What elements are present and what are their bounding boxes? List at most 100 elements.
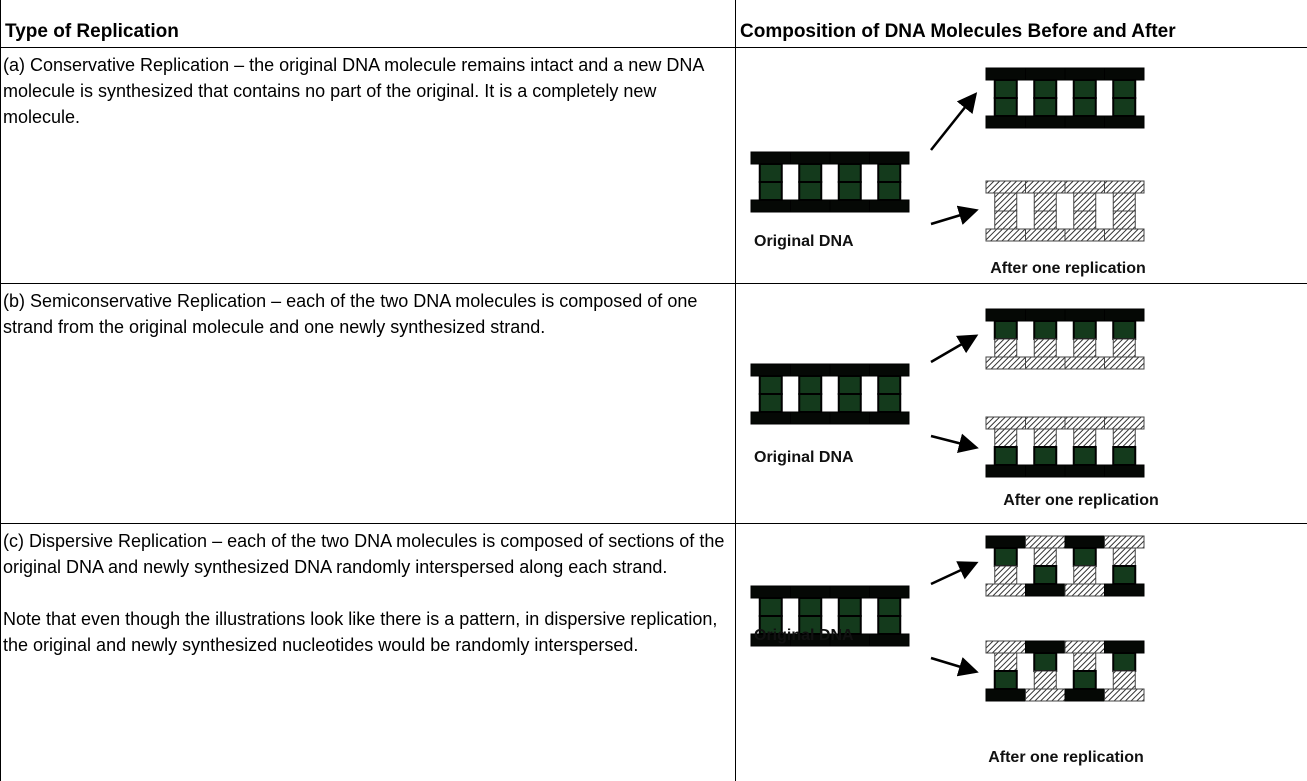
strand-segment (1026, 116, 1066, 128)
rung-half (995, 653, 1017, 671)
strand-segment (1105, 641, 1145, 653)
strand-segment (986, 465, 1026, 477)
rung-half (1074, 211, 1096, 229)
strand-segment (1105, 309, 1145, 321)
strand-segment (791, 412, 831, 424)
arrow (931, 211, 974, 224)
rung-half (839, 376, 861, 394)
rung-half (1074, 447, 1096, 465)
rung-half (1074, 566, 1096, 584)
rung-half (1113, 653, 1135, 671)
description-cell: (c) Dispersive Replication – each of the… (1, 524, 736, 781)
rung-half (1034, 339, 1056, 357)
rung-half (1034, 548, 1056, 566)
strand-segment (1065, 229, 1105, 241)
strand-segment (1105, 584, 1145, 596)
strand-segment (1026, 309, 1066, 321)
rung-half (995, 80, 1017, 98)
strand-segment (1026, 229, 1066, 241)
rung-half (1034, 429, 1056, 447)
strand-segment (1026, 584, 1066, 596)
strand-segment (986, 536, 1026, 548)
rung-half (1113, 80, 1135, 98)
strand-segment (870, 200, 910, 212)
rung-half (799, 164, 821, 182)
rung-half (1074, 193, 1096, 211)
strand-segment (830, 412, 870, 424)
strand-segment (1026, 181, 1066, 193)
strand-segment (986, 116, 1026, 128)
rung-half (760, 376, 782, 394)
strand-segment (751, 586, 791, 598)
after-label: After one replication (988, 749, 1144, 766)
rung-half (1074, 98, 1096, 116)
rung-half (1074, 671, 1096, 689)
row: (c) Dispersive Replication – each of the… (1, 524, 1307, 781)
page: Type of Replication Composition of DNA M… (0, 0, 1307, 763)
paragraph: (c) Dispersive Replication – each of the… (3, 528, 729, 580)
dna-molecule (986, 181, 1144, 241)
rung-half (1113, 447, 1135, 465)
diagram-cell: Original DNA After one replication (736, 284, 1307, 524)
original-label: Original DNA (754, 449, 854, 466)
strand-segment (986, 641, 1026, 653)
rung-half (1074, 429, 1096, 447)
header-cell: Composition of DNA Molecules Before and … (736, 0, 1307, 48)
strand-segment (1026, 465, 1066, 477)
strand-segment (986, 357, 1026, 369)
strand-segment (986, 689, 1026, 701)
strand-segment (870, 412, 910, 424)
strand-segment (1105, 181, 1145, 193)
strand-segment (791, 364, 831, 376)
strand-segment (1065, 584, 1105, 596)
rung-half (878, 598, 900, 616)
strand-segment (870, 586, 910, 598)
strand-segment (791, 586, 831, 598)
paragraph: (a) Conservative Replication – the origi… (3, 52, 729, 130)
rung-half (1113, 211, 1135, 229)
strand-segment (1065, 357, 1105, 369)
rung-half (1113, 321, 1135, 339)
rung-half (1113, 193, 1135, 211)
diagram: Original DNA After one replication (736, 284, 1307, 518)
rung-half (1113, 548, 1135, 566)
strand-segment (830, 364, 870, 376)
strand-segment (1026, 68, 1066, 80)
after-label: After one replication (990, 260, 1146, 277)
rung-half (1113, 339, 1135, 357)
dna-molecule (986, 641, 1144, 701)
rung-half (760, 182, 782, 200)
strand-segment (1105, 116, 1145, 128)
strand-segment (1026, 689, 1066, 701)
rung-half (799, 598, 821, 616)
description-cell: (a) Conservative Replication – the origi… (1, 48, 736, 284)
after-label: After one replication (1003, 492, 1159, 509)
rung-half (878, 182, 900, 200)
rung-half (878, 394, 900, 412)
rung-half (1113, 566, 1135, 584)
strand-segment (1105, 357, 1145, 369)
rung-half (1034, 321, 1056, 339)
strand-segment (1065, 68, 1105, 80)
strand-segment (986, 417, 1026, 429)
dna-molecule (986, 536, 1144, 596)
strand-segment (1105, 465, 1145, 477)
rung-half (1034, 98, 1056, 116)
strand-segment (1105, 229, 1145, 241)
arrow (931, 436, 974, 447)
header-row: Type of Replication Composition of DNA M… (1, 0, 1307, 48)
rung-half (995, 211, 1017, 229)
strand-segment (1065, 641, 1105, 653)
strand-segment (1026, 357, 1066, 369)
header-cell: Type of Replication (1, 0, 736, 48)
strand-segment (830, 200, 870, 212)
rung-half (1034, 447, 1056, 465)
strand-segment (1065, 536, 1105, 548)
rung-half (799, 182, 821, 200)
rung-half (995, 98, 1017, 116)
strand-segment (1065, 417, 1105, 429)
rung-half (878, 164, 900, 182)
strand-segment (1026, 641, 1066, 653)
